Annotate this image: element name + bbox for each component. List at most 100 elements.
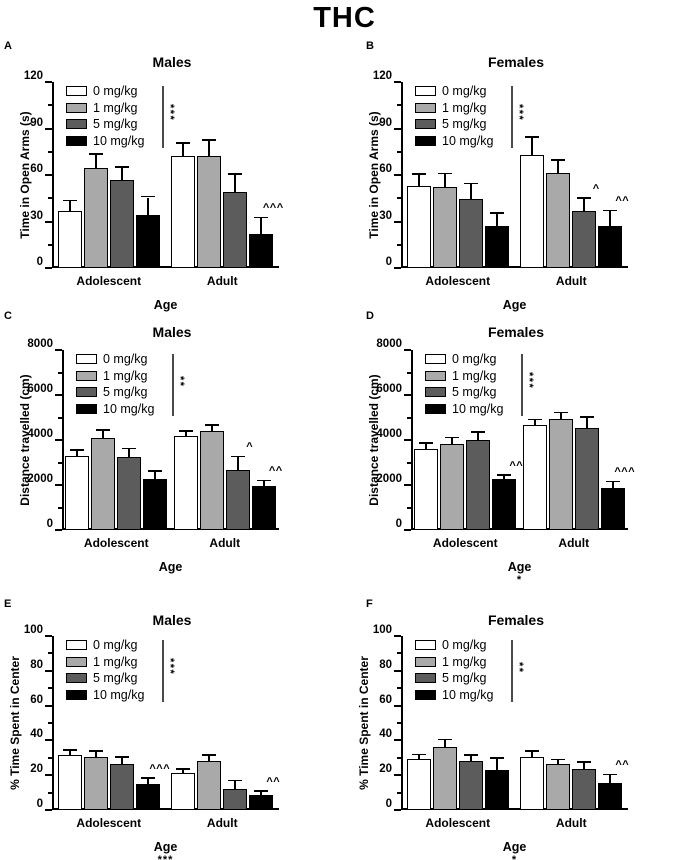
y-tick-minor: [48, 652, 52, 655]
error-bar-cap: [254, 216, 269, 219]
y-tick-major: [394, 774, 401, 777]
bar-a-adult-dose0: [171, 155, 196, 268]
bar-f-adolescent-dose0: [406, 758, 431, 810]
y-tick-major: [45, 81, 52, 83]
error-bar: [234, 781, 237, 790]
y-axis-line: [401, 636, 403, 810]
x-axis-label: Age: [502, 298, 527, 312]
error-bar-cap: [202, 139, 217, 141]
group-label-adult: Adult: [558, 536, 590, 550]
error-bar-cap: [463, 182, 478, 185]
panel-c: C Males 0 2000 4000 6000 8000 Distance travelle…: [0, 310, 344, 580]
legend-swatch-dose0: [415, 640, 436, 650]
panel-a: A Males 0 30 60 90 120 Time in Open Arms (s) Ado…: [0, 40, 344, 312]
panel-letter-b: B: [366, 40, 374, 52]
y-tick-minor: [407, 461, 411, 464]
panel-e: E Males 0 20 40 60 80 100 % Time Spent in Center…: [0, 598, 344, 860]
bar-b-adolescent-dose2: [458, 199, 483, 268]
legend-significance-label: ***: [164, 104, 176, 122]
error-bar: [425, 444, 428, 449]
y-tick-major: [45, 669, 52, 672]
y-tick-major: [394, 81, 401, 83]
legend-swatch-dose2: [66, 119, 87, 129]
error-bar: [503, 476, 506, 479]
error-bar-cap: [228, 779, 243, 782]
error-bar-cap: [471, 430, 486, 433]
bar-a-adolescent-dose0: [57, 210, 82, 268]
bar-e-adolescent-dose1: [83, 756, 108, 810]
error-bar-cap: [204, 424, 219, 426]
legend-swatch-dose0: [66, 86, 87, 96]
y-tick-label: 120: [23, 70, 43, 82]
legend-label-dose3: 10 mg/kg: [452, 401, 504, 416]
y-tick-label: 60: [30, 693, 43, 706]
error-bar-cap: [178, 430, 193, 432]
y-tick-label: 100: [23, 624, 43, 636]
bar-a-adult-dose1: [197, 156, 222, 268]
bar-b-adolescent-dose3: [484, 226, 509, 268]
significance-marker: ^^^: [614, 466, 636, 479]
error-bar-cap: [122, 447, 137, 450]
legend-label-dose2: 5 mg/kg: [442, 117, 487, 131]
error-bar: [557, 760, 560, 764]
bar-a-adult-dose3: [249, 233, 274, 268]
y-axis-line: [411, 350, 413, 530]
x-axis-line: [62, 528, 279, 530]
y-tick-label: 60: [379, 693, 392, 706]
legend-swatch-dose2: [76, 387, 97, 397]
significance-marker: ^^^: [149, 762, 171, 775]
error-bar-cap: [176, 142, 191, 144]
error-bar: [469, 756, 472, 762]
y-axis-line: [401, 82, 403, 268]
error-bar: [262, 481, 265, 487]
significance-marker: ^^: [615, 759, 630, 772]
bar-e-adolescent-dose3: [135, 783, 160, 810]
legend-swatch-dose1: [66, 102, 87, 113]
y-tick-minor: [48, 104, 52, 107]
y-axis-label: Time in Open Arms (s): [367, 111, 381, 239]
y-tick-minor: [48, 150, 52, 153]
bar-a-adolescent-dose1: [83, 168, 108, 268]
bar-d-adolescent-dose2: [466, 440, 491, 530]
bar-c-adolescent-dose2: [117, 457, 142, 530]
panel-title-d: Females: [487, 324, 545, 340]
error-bar: [182, 144, 185, 156]
bar-d-adult-dose2: [574, 427, 599, 530]
plot-area-a: 0 30 60 90 120 Time in Open Arms (s) Adolescen…: [18, 70, 283, 288]
x-axis-significance: ***: [157, 854, 174, 860]
x-axis-label: Age: [153, 298, 178, 312]
error-bar-cap: [230, 455, 245, 458]
error-bar: [94, 154, 97, 169]
legend-swatch-dose3: [415, 689, 436, 700]
error-bar: [585, 417, 588, 428]
x-axis-line: [52, 266, 279, 268]
error-bar-cap: [553, 411, 568, 414]
legend-swatch-dose3: [415, 135, 436, 146]
legend-label-dose1: 1 mg/kg: [93, 100, 138, 115]
y-tick-minor: [48, 756, 52, 759]
bar-c-adult-dose2: [225, 469, 250, 530]
y-tick-minor: [48, 197, 52, 200]
panel-letter-f: F: [366, 598, 373, 610]
error-bar-cap: [603, 209, 618, 212]
y-tick-minor: [407, 416, 411, 419]
y-tick-major: [404, 394, 411, 396]
bar-a-adult-dose2: [223, 192, 248, 268]
legend-significance-label: ***: [164, 658, 176, 676]
error-bar: [128, 449, 131, 458]
error-bar-cap: [411, 753, 426, 756]
y-tick-major: [394, 127, 401, 130]
bar-b-adolescent-dose1: [432, 186, 457, 268]
error-bar-cap: [88, 153, 103, 155]
panel-title-f: Females: [487, 612, 545, 628]
y-tick-minor: [397, 791, 401, 794]
panel-letter-a: A: [4, 40, 12, 52]
x-axis-label: Age: [153, 840, 178, 854]
bar-c-adolescent-dose0: [65, 455, 90, 530]
bar-c-adult-dose0: [173, 435, 198, 530]
legend-label-dose3: 10 mg/kg: [93, 133, 145, 148]
error-bar-cap: [140, 777, 155, 779]
x-axis-line: [411, 528, 628, 530]
legend-label-dose2: 5 mg/kg: [93, 671, 138, 685]
error-bar-cap: [577, 761, 592, 764]
